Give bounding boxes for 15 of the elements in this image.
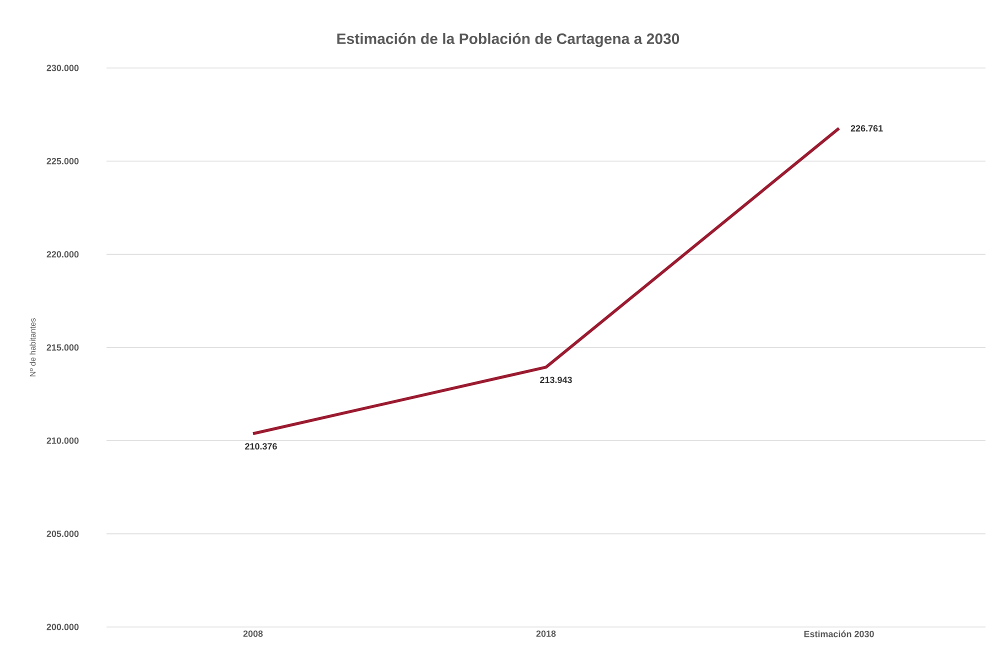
x-tick-label: Estimación 2030 — [804, 630, 874, 638]
x-tick-label: 2008 — [243, 630, 263, 637]
y-tick-label: 220.000 — [46, 251, 79, 258]
data-label: 210.376 — [245, 443, 277, 450]
data-label: 226.761 — [850, 125, 883, 132]
data-label: 213.943 — [540, 376, 572, 384]
y-tick-label: 210.000 — [46, 437, 79, 444]
y-tick-label: 205.000 — [46, 530, 79, 538]
x-tick-label: 2018 — [536, 630, 556, 637]
y-tick-label: 230.000 — [46, 64, 79, 72]
chart-title: Estimación de la Población de Cartagena a 2030 — [337, 32, 680, 48]
y-tick-label: 200.000 — [46, 624, 79, 630]
y-axis-title: Nº de habitantes — [30, 318, 36, 376]
y-tick-label: 225.000 — [46, 158, 79, 164]
y-tick-label: 215.000 — [46, 344, 79, 351]
